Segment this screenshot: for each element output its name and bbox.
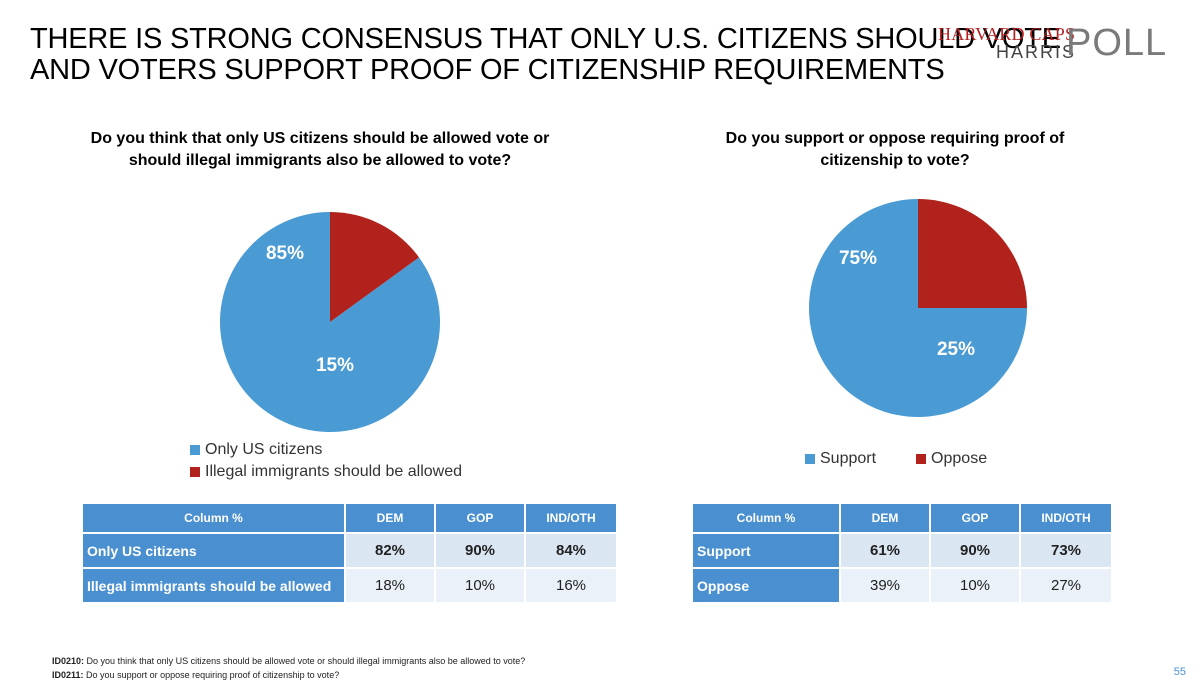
pie-chart-citizens-vote: 85% 15%	[219, 212, 440, 433]
footnotes: ID0210: Do you think that only US citize…	[52, 654, 525, 682]
cell-gop: 90%	[436, 534, 524, 567]
chart1-title: Do you think that only US citizens shoul…	[60, 128, 580, 172]
footnote-text: Do you support or oppose requiring proof…	[86, 670, 340, 680]
chart1-legend: Only US citizens Illegal immigrants shou…	[190, 441, 462, 485]
slide-title-line-2: AND VOTERS SUPPORT PROOF OF CITIZENSHIP …	[30, 54, 945, 86]
cell-gop: 90%	[931, 534, 1019, 567]
footnote-item: ID0210: Do you think that only US citize…	[52, 654, 525, 668]
header-column-pct: Column %	[83, 504, 344, 532]
cell-ind-oth: 27%	[1021, 569, 1111, 602]
cell-gop: 10%	[931, 569, 1019, 602]
table-row: Support 61% 90% 73%	[693, 534, 1111, 567]
crosstab-table-citizens-vote: Column % DEM GOP IND/OTH Only US citizen…	[81, 502, 618, 604]
cell-dem: 18%	[346, 569, 434, 602]
cell-dem: 39%	[841, 569, 929, 602]
pie-data-label: 25%	[937, 339, 975, 360]
header-ind-oth: IND/OTH	[526, 504, 616, 532]
header-dem: DEM	[346, 504, 434, 532]
header-dem: DEM	[841, 504, 929, 532]
page-number: 55	[1173, 666, 1186, 678]
table-row: Only US citizens 82% 90% 84%	[83, 534, 616, 567]
logo-line-1: HARVARD CAPS	[938, 24, 1076, 44]
row-label: Only US citizens	[83, 534, 344, 567]
footnote-id: ID0211:	[52, 670, 84, 680]
legend-label: Support	[820, 450, 877, 467]
cell-ind-oth: 73%	[1021, 534, 1111, 567]
slide-title-line-1: THERE IS STRONG CONSENSUS THAT ONLY U.S.…	[30, 23, 1061, 55]
cell-dem: 82%	[346, 534, 434, 567]
pie-data-label: 85%	[266, 243, 304, 264]
legend-swatch-blue	[190, 445, 200, 455]
crosstab-table-proof-citizenship: Column % DEM GOP IND/OTH Support 61% 90%…	[691, 502, 1113, 604]
header-column-pct: Column %	[693, 504, 839, 532]
logo-line-3: POLL	[1066, 22, 1168, 64]
pie-data-label: 15%	[316, 355, 354, 376]
legend-item-only-us-citizens: Only US citizens	[190, 441, 462, 459]
header-gop: GOP	[436, 504, 524, 532]
pie-data-label: 75%	[839, 248, 877, 269]
table-header-row: Column % DEM GOP IND/OTH	[693, 504, 1111, 532]
footnote-item: ID0211: Do you support or oppose requiri…	[52, 668, 525, 682]
footnote-text: Do you think that only US citizens shoul…	[86, 656, 526, 666]
cell-dem: 61%	[841, 534, 929, 567]
legend-swatch-red	[916, 454, 927, 464]
chart2-legend: Support Oppose	[805, 450, 1027, 472]
chart2-title-line-1: Do you support or oppose requiring proof…	[725, 130, 1065, 147]
legend-item-oppose: Oppose	[916, 450, 987, 468]
cell-ind-oth: 84%	[526, 534, 616, 567]
table-row: Oppose 39% 10% 27%	[693, 569, 1111, 602]
legend-swatch-blue	[805, 454, 815, 464]
table-row: Illegal immigrants should be allowed 18%…	[83, 569, 616, 602]
pie-chart-proof-citizenship: 75% 25%	[809, 199, 1027, 417]
chart1-title-line-2: should illegal immigrants also be allowe…	[128, 152, 512, 169]
legend-label: Oppose	[931, 450, 988, 467]
logo-line-2: HARRIS	[996, 42, 1077, 62]
footnote-id: ID0210:	[52, 656, 85, 666]
row-label: Support	[693, 534, 839, 567]
header-ind-oth: IND/OTH	[1021, 504, 1111, 532]
legend-swatch-red	[190, 467, 200, 477]
pie-slice-illegal-immigrants-should-be-allowed	[330, 212, 419, 322]
chart1-title-line-1: Do you think that only US citizens shoul…	[90, 130, 550, 147]
chart2-title: Do you support or oppose requiring proof…	[660, 128, 1130, 172]
legend-label: Only US citizens	[205, 441, 323, 458]
legend-item-illegal-immigrants: Illegal immigrants should be allowed	[190, 463, 462, 481]
table-header-row: Column % DEM GOP IND/OTH	[83, 504, 616, 532]
harvard-caps-harris-poll-logo: HARVARD CAPS HARRIS POLL	[938, 22, 1178, 64]
row-label: Illegal immigrants should be allowed	[83, 569, 344, 602]
slide-title: THERE IS STRONG CONSENSUS THAT ONLY U.S.…	[30, 24, 1061, 86]
legend-item-support: Support	[805, 450, 876, 468]
legend-label: Illegal immigrants should be allowed	[205, 463, 463, 480]
pie-slice-oppose	[918, 199, 1027, 308]
chart2-title-line-2: citizenship to vote?	[820, 152, 970, 169]
row-label: Oppose	[693, 569, 839, 602]
header-gop: GOP	[931, 504, 1019, 532]
cell-ind-oth: 16%	[526, 569, 616, 602]
cell-gop: 10%	[436, 569, 524, 602]
pie-slice-only-us-citizens	[219, 212, 440, 433]
